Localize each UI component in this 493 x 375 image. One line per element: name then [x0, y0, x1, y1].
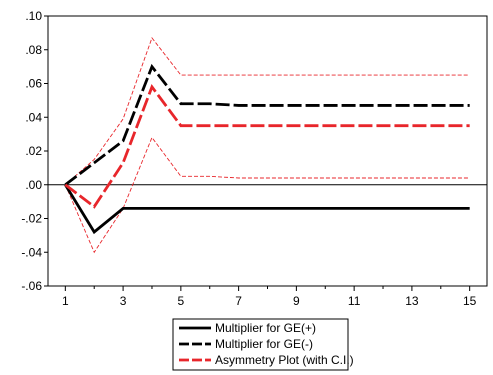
y-axis: .10 .08 .06 .04 .02 .00 -.02 -.04 -.06 — [21, 9, 48, 293]
upper-ci-line — [65, 37, 470, 186]
x-tick-label: 13 — [405, 294, 419, 308]
y-tick-label: -.06 — [21, 279, 42, 293]
y-tick-label: .00 — [25, 178, 42, 192]
x-tick-label: 1 — [62, 294, 69, 308]
x-tick-label: 5 — [178, 294, 185, 308]
x-axis: 1 3 5 7 9 11 13 15 — [62, 286, 477, 308]
y-tick-label: -.02 — [21, 212, 42, 226]
multiplier-ge-minus-line — [64, 63, 470, 186]
legend-label: Multiplier for GE(-) — [215, 337, 313, 351]
plot-border — [47, 15, 488, 287]
x-tick-label: 3 — [120, 294, 127, 308]
y-tick-label: .10 — [25, 9, 42, 23]
y-tick-label: .04 — [25, 110, 42, 124]
legend: Multiplier for GE(+) Multiplier for GE(-)… — [172, 318, 354, 371]
lower-ci-line — [64, 136, 470, 254]
legend-label: Asymmetry Plot (with C.I.) — [215, 353, 354, 367]
plot-frame — [47, 15, 488, 287]
y-tick-label: -.04 — [21, 245, 42, 259]
x-tick-label: 9 — [293, 294, 300, 308]
asymmetry-plot-line — [64, 83, 470, 209]
x-tick-label: 7 — [235, 294, 242, 308]
multiplier-ge-plus-line — [64, 184, 470, 235]
series-lines — [64, 37, 470, 254]
legend-label: Multiplier for GE(+) — [215, 321, 316, 335]
y-tick-label: .02 — [25, 144, 42, 158]
x-tick-label: 15 — [463, 294, 477, 308]
y-tick-label: .06 — [25, 77, 42, 91]
x-tick-label: 11 — [348, 294, 361, 308]
y-tick-label: .08 — [25, 43, 42, 57]
